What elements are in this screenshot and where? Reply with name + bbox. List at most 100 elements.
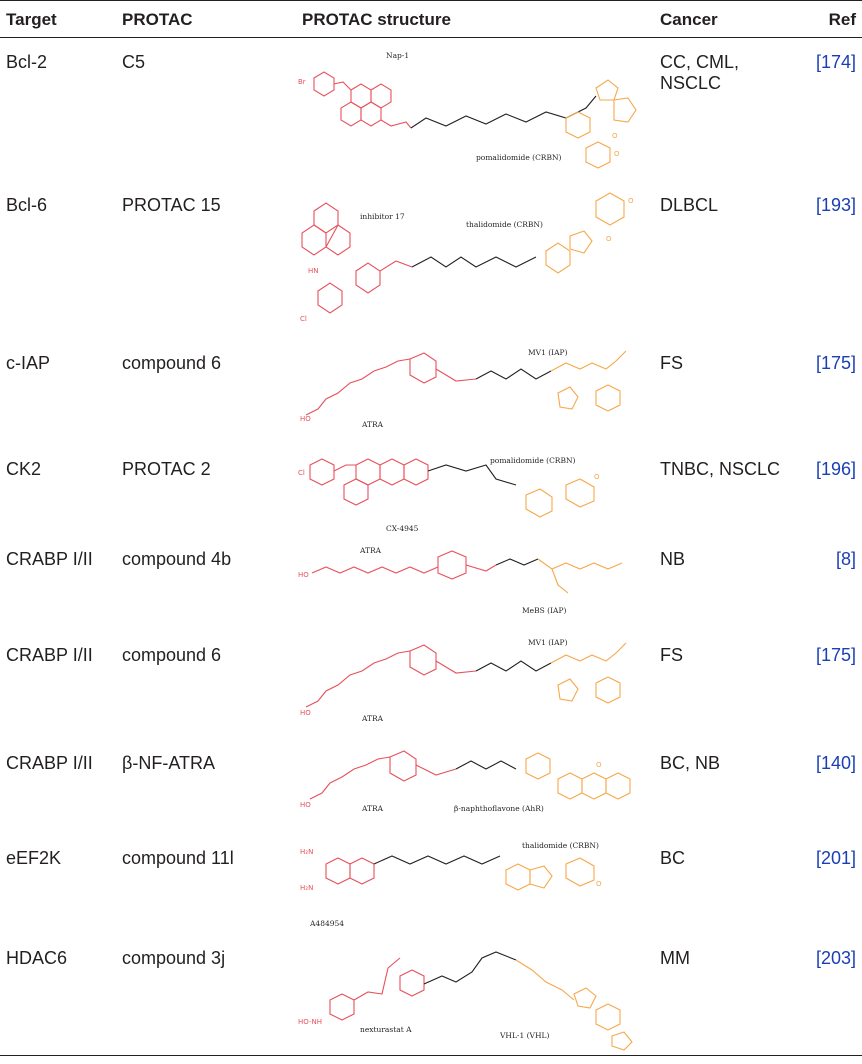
svg-text:HO: HO	[298, 571, 309, 579]
ref-link[interactable]: [201]	[815, 848, 856, 868]
ref-link[interactable]: [174]	[815, 52, 856, 72]
ref-link[interactable]: [203]	[815, 948, 856, 968]
protac-cell: β-NF-ATRA	[122, 753, 216, 773]
protac-cell: PROTAC 2	[122, 459, 211, 479]
structure-cell: ATRA MeBS (IAP) HO	[296, 535, 654, 631]
protac-cell: compound 6	[122, 353, 222, 373]
cancer-cell: NB	[660, 549, 686, 569]
protac-cell: compound 3j	[116, 934, 296, 1056]
ref-link[interactable]: [140]	[815, 753, 856, 773]
structure-image: pomalidomide (CRBN) CX-4945 Cl O	[298, 456, 600, 533]
header-protac: PROTAC	[116, 0, 296, 38]
cancer-cell: MM	[654, 934, 802, 1056]
structure-label: pomalidomide (CRBN)	[490, 456, 576, 465]
structure-cell: pomalidomide (CRBN) CX-4945 Cl O	[296, 445, 654, 535]
ref-link[interactable]: [175]	[815, 353, 856, 373]
cancer-cell: BC	[660, 848, 686, 868]
svg-text:O: O	[596, 880, 602, 888]
ref-link[interactable]: [8]	[835, 549, 856, 569]
protac-cell: compound 6	[122, 645, 222, 665]
table-row: Bcl-6 PROTAC 15 inhibitor 17 thalidomide…	[0, 181, 862, 339]
header-structure: PROTAC structure	[296, 0, 654, 38]
structure-cell: thalidomide (CRBN) A484954 H₂N H₂N O	[296, 834, 654, 934]
ref-cell: [8]	[802, 535, 862, 631]
table-row: eEF2K compound 11l thalidomide (CRBN) A4…	[0, 834, 862, 934]
svg-text:HO: HO	[300, 415, 311, 423]
table-row: HDAC6 compound 3j nexturastat A VHL-1 (V…	[0, 934, 862, 1056]
ref-link[interactable]: [193]	[815, 195, 856, 215]
svg-text:O: O	[594, 473, 600, 481]
ref-cell: [140]	[802, 739, 862, 834]
structure-image: MV1 (IAP) ATRA HO	[300, 348, 627, 429]
structure-cell: nexturastat A VHL-1 (VHL) HO-NH	[296, 934, 654, 1056]
structure-label: nexturastat A	[360, 1025, 412, 1034]
ref-link[interactable]: [175]	[815, 645, 856, 665]
structure-label: Nap-1	[386, 51, 409, 60]
target-cell: CRABP I/II	[6, 549, 93, 569]
cancer-cell: TNBC, NSCLC	[660, 459, 781, 479]
cancer-cell: BC, NB	[660, 753, 721, 773]
cancer-cell: FS	[660, 353, 684, 373]
structure-cell: MV1 (IAP) ATRA HO	[296, 631, 654, 739]
ref-cell: [203]	[802, 934, 862, 1056]
ref-cell: [196]	[802, 445, 862, 535]
protac-cell: C5	[122, 52, 146, 72]
structure-label: ATRA	[361, 714, 384, 723]
ref-link[interactable]: [196]	[815, 459, 856, 479]
table-row: CRABP I/II compound 6 MV1 (IAP) ATRA HO …	[0, 631, 862, 739]
structure-image: ATRA MeBS (IAP) HO	[298, 546, 623, 615]
structure-image: Nap-1 pomalidomide (CRBN) Br O	[298, 51, 637, 169]
svg-text:O: O	[614, 150, 620, 158]
structure-cell: inhibitor 17 thalidomide (CRBN) Cl HN O	[296, 181, 654, 339]
structure-label: pomalidomide (CRBN)	[476, 153, 562, 162]
structure-image: nexturastat A VHL-1 (VHL) HO-NH	[298, 951, 633, 1051]
structure-label: A484954	[309, 919, 344, 928]
cancer-cell: FS	[660, 645, 684, 665]
structure-label: thalidomide (CRBN)	[522, 841, 599, 850]
structure-image: MV1 (IAP) ATRA HO	[300, 638, 627, 723]
svg-text:O: O	[628, 197, 634, 205]
structure-image: thalidomide (CRBN) A484954 H₂N H₂N O	[300, 841, 602, 928]
ref-cell: [175]	[802, 339, 862, 445]
ref-cell: [201]	[802, 834, 862, 934]
table-row: CK2 PROTAC 2 pomalidomide (CRBN) CX-4945…	[0, 445, 862, 535]
table-row: c-IAP compound 6 MV1 (IAP) ATRA HO FS [1…	[0, 339, 862, 445]
svg-text:O: O	[606, 235, 612, 243]
structure-label: MV1 (IAP)	[528, 348, 568, 357]
structure-label: CX-4945	[386, 524, 419, 533]
target-cell: CRABP I/II	[6, 753, 93, 773]
ref-cell: [193]	[802, 181, 862, 339]
target-cell: Bcl-2	[6, 52, 48, 72]
protac-cell: compound 4b	[122, 549, 232, 569]
svg-text:O: O	[596, 761, 602, 769]
structure-label: ATRA	[361, 420, 384, 429]
svg-text:Cl: Cl	[300, 315, 307, 323]
header-target: Target	[0, 0, 116, 38]
svg-text:Cl: Cl	[298, 469, 305, 477]
structure-cell: MV1 (IAP) ATRA HO	[296, 339, 654, 445]
structure-cell: ATRA β-naphthoflavone (AhR) HO O	[296, 739, 654, 834]
svg-text:Br: Br	[298, 78, 306, 86]
structure-cell: Nap-1 pomalidomide (CRBN) Br O	[296, 38, 654, 182]
svg-text:HO: HO	[300, 709, 311, 717]
table-row: CRABP I/II β-NF-ATRA ATRA β-naphthoflavo…	[0, 739, 862, 834]
target-cell: c-IAP	[6, 353, 51, 373]
svg-text:HO: HO	[300, 801, 311, 809]
structure-image: inhibitor 17 thalidomide (CRBN) Cl HN O	[300, 192, 634, 323]
target-cell: CK2	[6, 459, 42, 479]
structure-label: MV1 (IAP)	[528, 638, 568, 647]
cancer-cell: DLBCL	[660, 195, 719, 215]
header-row: Target PROTAC PROTAC structure Cancer Re…	[0, 0, 862, 38]
cancer-cell: CC, CML, NSCLC	[660, 52, 740, 93]
structure-label: VHL-1 (VHL)	[499, 1031, 549, 1040]
target-cell: Bcl-6	[6, 195, 48, 215]
structure-label: ATRA	[361, 804, 384, 813]
structure-label: thalidomide (CRBN)	[466, 220, 543, 229]
structure-label: β-naphthoflavone (AhR)	[454, 804, 544, 813]
structure-label: inhibitor 17	[360, 212, 405, 221]
protac-cell: PROTAC 15	[122, 195, 221, 215]
table-row: CRABP I/II compound 4b ATRA MeBS (IAP) H…	[0, 535, 862, 631]
target-cell: HDAC6	[0, 934, 116, 1056]
header-ref: Ref	[802, 0, 862, 38]
